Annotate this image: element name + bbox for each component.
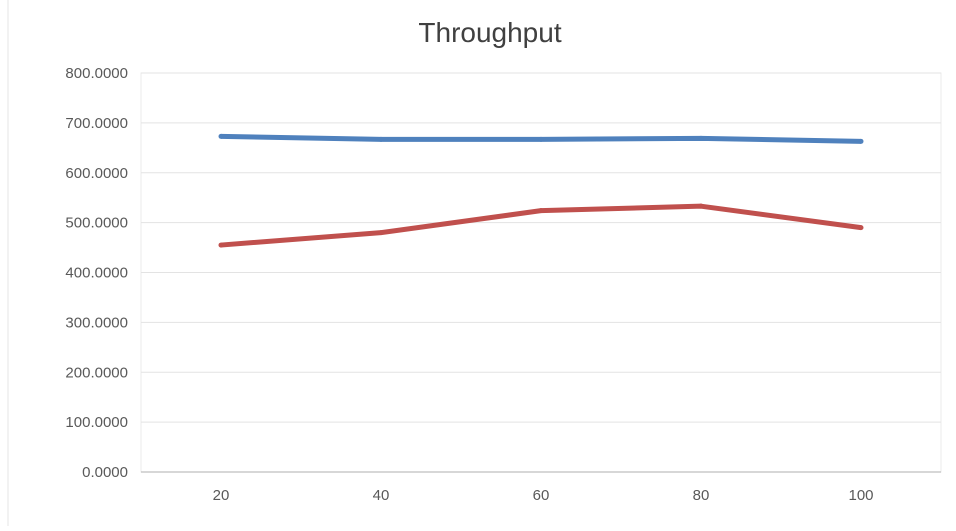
y-tick-label: 200.0000	[65, 364, 128, 381]
chart-title: Throughput	[418, 17, 561, 48]
data-point	[538, 136, 544, 142]
y-tick-label: 600.0000	[65, 165, 128, 182]
data-series	[218, 133, 864, 248]
gridlines	[141, 72, 941, 473]
y-tick-label: 500.0000	[65, 215, 128, 232]
x-axis-tick-labels: 20 40 60 80 100	[213, 487, 874, 504]
y-tick-label: 700.0000	[65, 115, 128, 132]
x-tick-label: 80	[693, 487, 710, 504]
data-point	[218, 242, 224, 248]
y-tick-label: 0.0000	[82, 464, 128, 481]
y-tick-label: 400.0000	[65, 265, 128, 282]
y-tick-label: 100.0000	[65, 414, 128, 431]
data-point	[698, 203, 704, 209]
data-point	[378, 136, 384, 142]
x-tick-label: 20	[213, 487, 230, 504]
x-tick-label: 40	[373, 487, 390, 504]
data-point	[698, 135, 704, 141]
x-tick-label: 60	[533, 487, 550, 504]
y-axis-tick-labels: 0.0000 100.0000 200.0000 300.0000 400.0000 50…	[65, 65, 128, 481]
data-point	[858, 225, 864, 231]
data-point	[218, 133, 224, 139]
y-tick-label: 300.0000	[65, 314, 128, 331]
x-tick-label: 100	[848, 487, 873, 504]
data-point	[858, 138, 864, 144]
y-tick-label: 800.0000	[65, 65, 128, 82]
data-point	[378, 230, 384, 236]
data-point	[538, 208, 544, 214]
